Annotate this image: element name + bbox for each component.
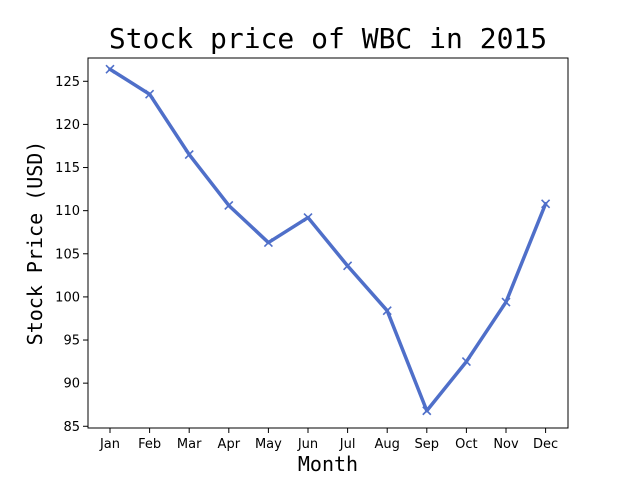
y-tick-label: 120	[55, 118, 80, 133]
x-tick-label: Nov	[493, 437, 519, 452]
data-point-marker	[145, 89, 155, 99]
plot-area: 85 90 95 100 105 110 115 120 125 Jan Feb Mar Apr May…	[55, 57, 569, 452]
data-point-marker	[224, 200, 234, 211]
data-point-marker	[343, 261, 353, 271]
y-tick-label: 105	[55, 247, 80, 262]
data-point-marker	[184, 150, 194, 160]
data-point-marker	[422, 406, 432, 416]
data-point-marker	[501, 297, 511, 307]
x-axis-label: Month	[298, 452, 358, 476]
y-tick-label: 85	[63, 420, 80, 435]
y-tick-label: 100	[55, 290, 80, 305]
data-point-marker	[382, 306, 392, 316]
x-tick-label: Sep	[415, 437, 440, 452]
x-tick-label: Dec	[533, 437, 558, 452]
data-point-marker	[541, 199, 551, 209]
y-tick-label: 95	[63, 334, 80, 349]
series-line	[108, 67, 548, 413]
x-tick-label: Jun	[297, 437, 318, 452]
x-tick-label: Feb	[138, 437, 161, 452]
y-tick-label: 110	[55, 204, 80, 219]
x-tick-label: Jul	[339, 437, 356, 452]
series-markers	[105, 64, 551, 416]
plot-frame	[87, 57, 569, 429]
x-tick-label: Aug	[375, 437, 400, 452]
x-tick-label: May	[255, 437, 282, 452]
chart-title: Stock price of WBC in 2015	[109, 22, 547, 55]
y-tick-label: 115	[55, 161, 80, 176]
x-tick-label: Mar	[177, 437, 202, 452]
data-point-marker	[263, 238, 273, 248]
x-axis: Jan Feb Mar Apr May Jun Jul Aug Sep Oct Nov Dec	[99, 428, 558, 452]
x-tick-label: Jan	[99, 437, 120, 452]
data-point-marker	[461, 357, 471, 367]
y-tick-label: 90	[63, 377, 80, 392]
y-axis-label: Stock Price (USD)	[23, 141, 47, 346]
y-axis: 85 90 95 100 105 110 115 120 125	[55, 75, 88, 435]
data-point-marker	[105, 64, 115, 74]
data-point-marker	[303, 212, 313, 223]
x-tick-label: Oct	[455, 437, 477, 452]
y-tick-label: 125	[55, 75, 80, 90]
x-tick-label: Apr	[218, 437, 241, 452]
